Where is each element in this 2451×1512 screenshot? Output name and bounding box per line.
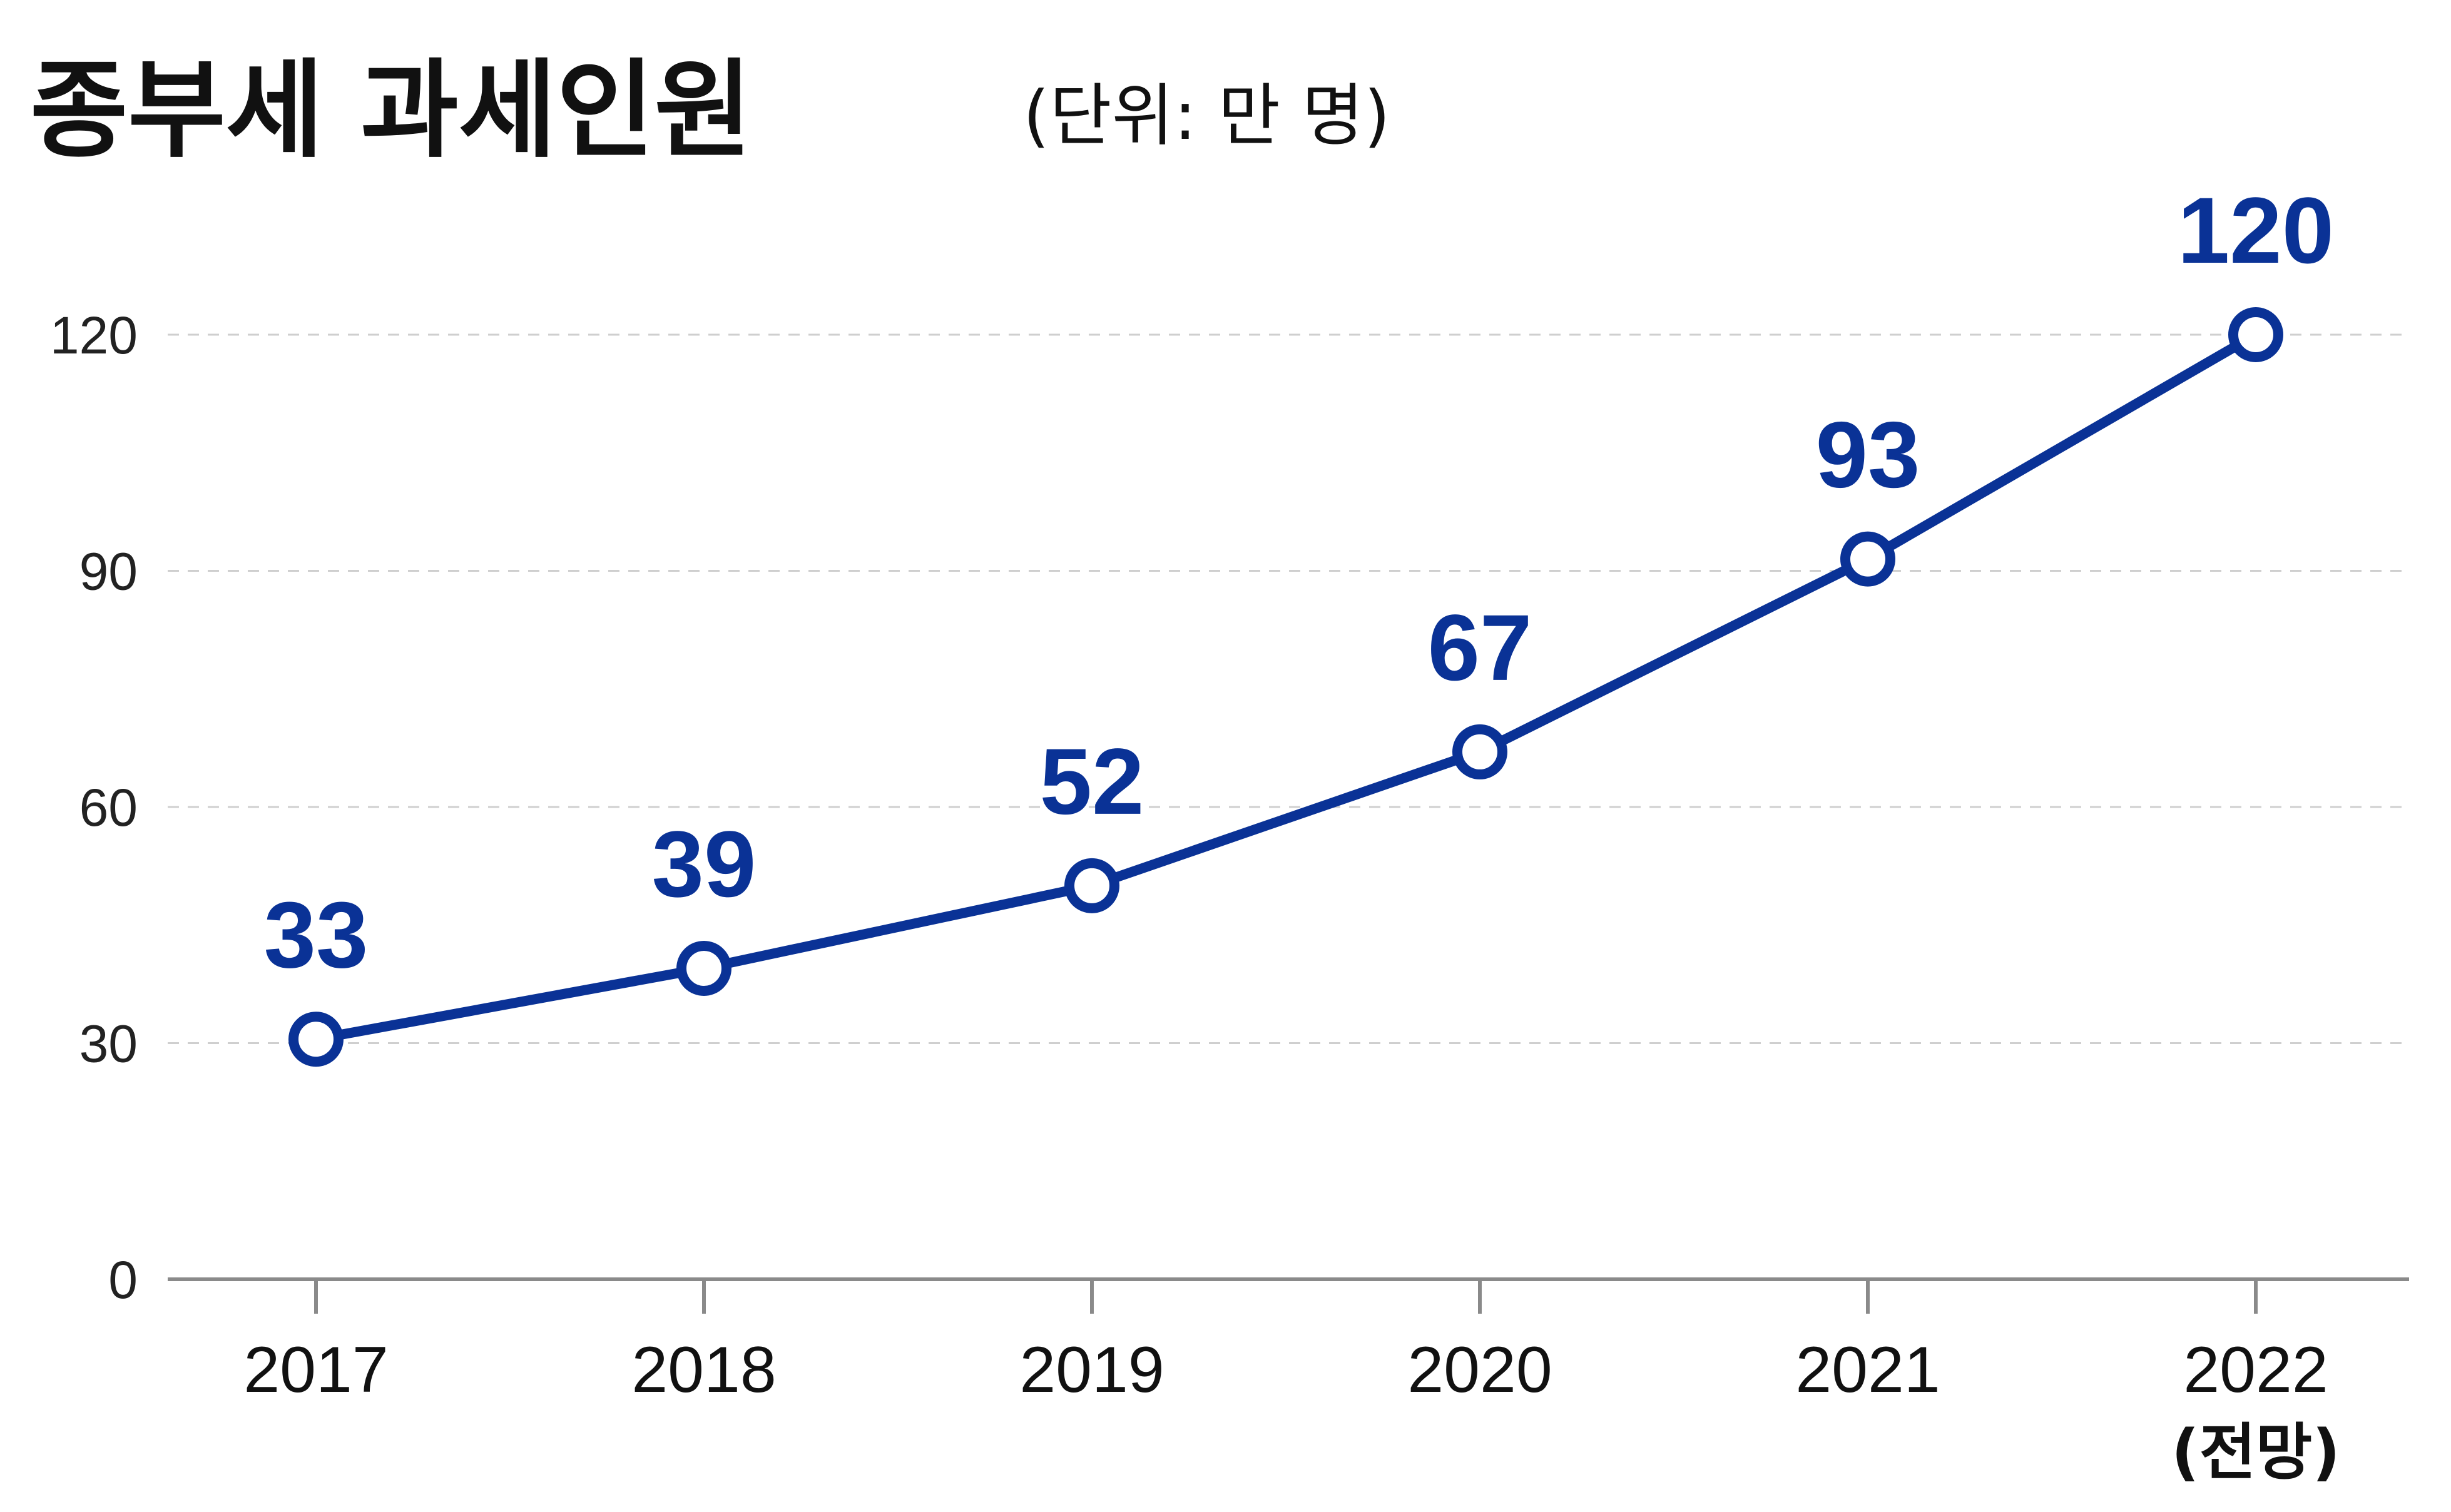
- y-tick-label: 30: [79, 1015, 138, 1073]
- data-label: 39: [652, 811, 757, 916]
- y-axis: 0 30 60 90 120: [50, 306, 138, 1309]
- x-tick-label: 2022: [2183, 1334, 2328, 1406]
- x-tick-note: (전망): [2171, 1417, 2340, 1488]
- x-tick-label: 2019: [1019, 1334, 1164, 1406]
- y-tick-label: 60: [79, 778, 138, 837]
- series-line-group: [288, 307, 2283, 1067]
- y-tick-label: 120: [50, 306, 138, 365]
- data-point: [1064, 858, 1119, 913]
- series-line: [311, 330, 2261, 1045]
- x-tick-label: 2018: [631, 1334, 776, 1406]
- data-point: [288, 1012, 344, 1067]
- gridlines: [168, 333, 2409, 1044]
- x-axis: 2017 2018 2019 2020 2021 2022 (전망): [168, 1277, 2409, 1488]
- data-label: 33: [264, 882, 369, 987]
- data-labels: 33 39 52 67 93 120: [264, 178, 2335, 987]
- data-label: 93: [1816, 402, 1920, 507]
- data-point: [2228, 307, 2283, 362]
- data-point: [1452, 724, 1507, 779]
- x-tick-label: 2021: [1795, 1334, 1940, 1406]
- data-label: 52: [1040, 729, 1144, 834]
- data-label: 120: [2178, 178, 2334, 283]
- y-tick-label: 90: [79, 542, 138, 601]
- chart-subtitle: (단위: 만 명): [1023, 77, 1390, 155]
- data-point: [676, 940, 731, 996]
- y-tick-label: 0: [108, 1251, 138, 1309]
- x-tick-label: 2017: [243, 1334, 388, 1406]
- data-label: 67: [1428, 595, 1532, 700]
- x-tick-label: 2020: [1407, 1334, 1552, 1406]
- data-point: [1840, 531, 1895, 587]
- chart-title: 종부세 과세인원: [30, 49, 752, 173]
